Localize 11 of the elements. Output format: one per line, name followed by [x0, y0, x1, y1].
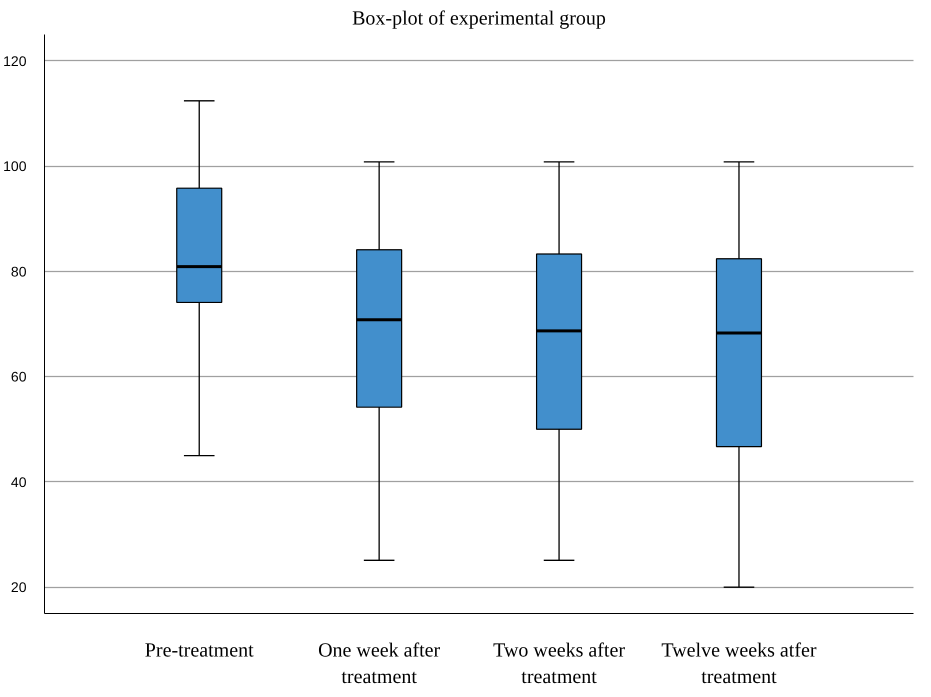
y-tick-label: 100 — [3, 158, 27, 174]
y-tick-label: 80 — [10, 263, 27, 280]
x-tick-label: Twelve weeks atfer treatment — [661, 640, 817, 688]
x-tick-label: Pre-treatment — [144, 640, 254, 662]
y-tick-label: 40 — [10, 474, 27, 490]
x-tick-label: One week after treatment — [318, 640, 441, 688]
chart-title: Box-plot of experimental group — [352, 8, 606, 30]
y-tick-label: 60 — [10, 368, 27, 385]
y-tick-label: 20 — [10, 579, 27, 596]
x-tick-label: Two weeks after treatment — [493, 640, 626, 688]
y-tick-label: 120 — [3, 52, 27, 69]
